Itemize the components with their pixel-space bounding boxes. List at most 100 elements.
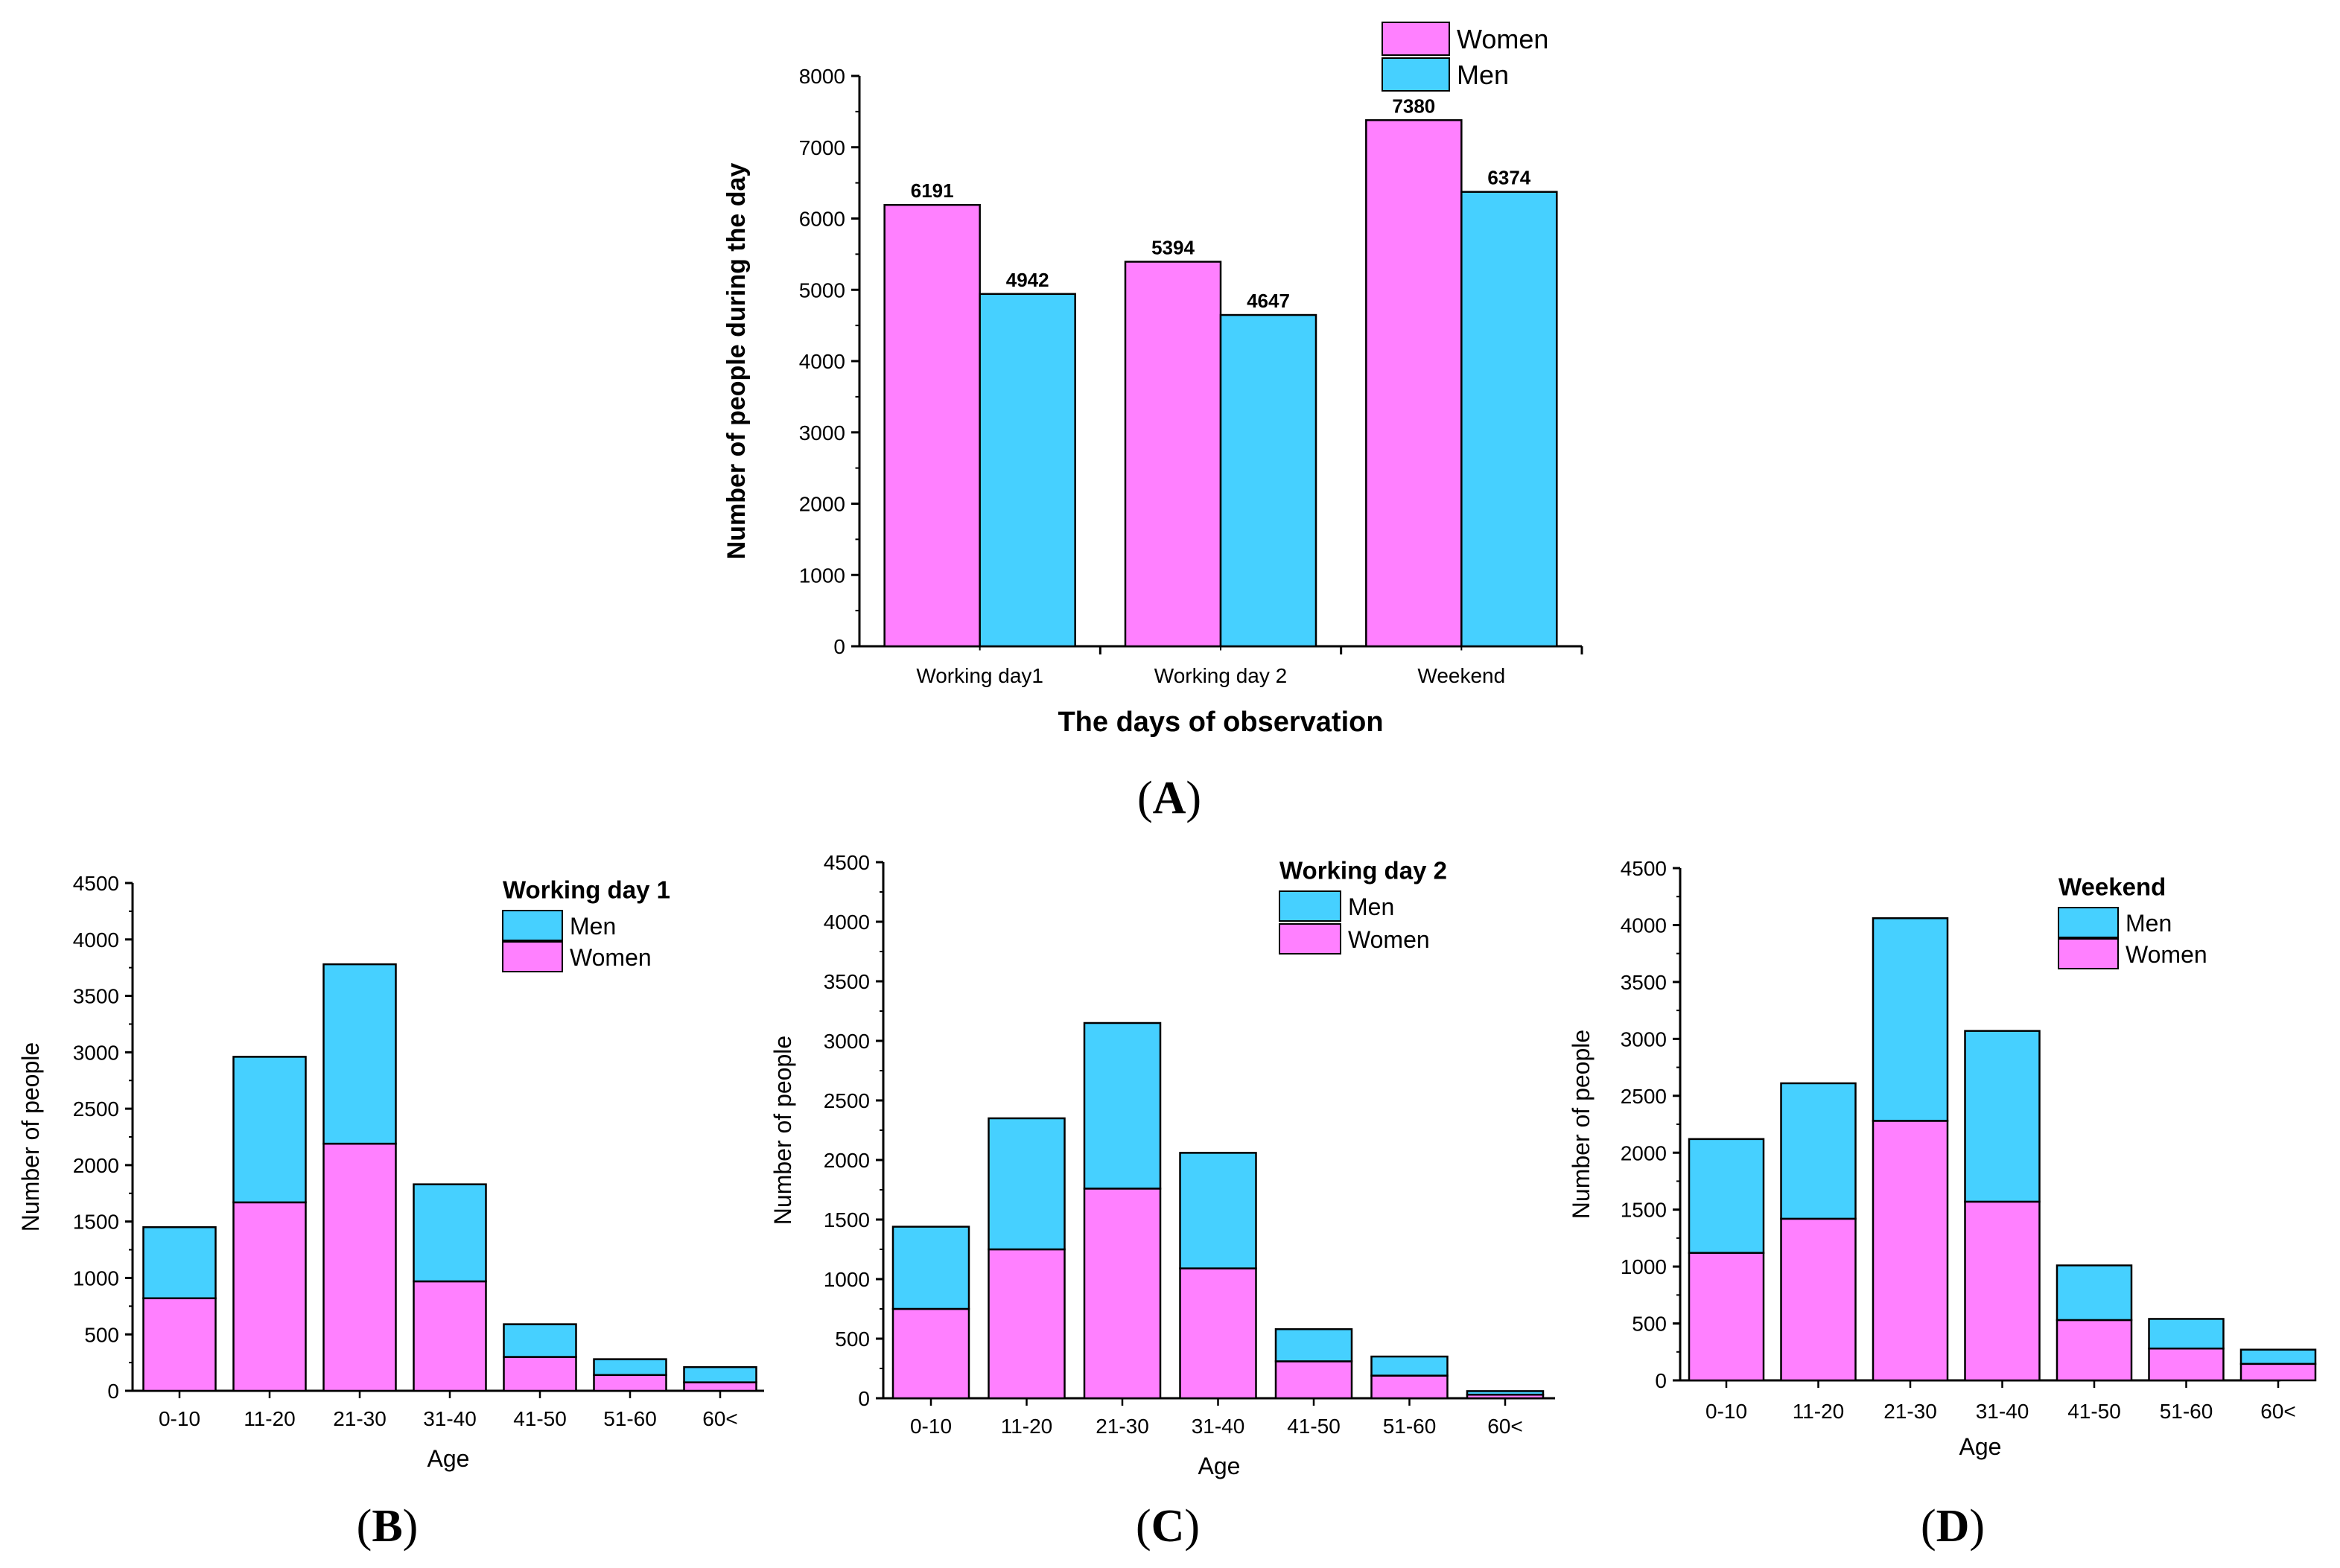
x-tick-label: 41-50 bbox=[513, 1407, 567, 1430]
legend-swatch-men bbox=[1382, 57, 1450, 92]
chart-c: 0 500 1000 1500 2000 2500 3000 3500 4000 4500 Age N… bbox=[769, 851, 1555, 1479]
bar-women-weekend bbox=[1365, 119, 1463, 648]
legend-title: Weekend bbox=[2058, 873, 2166, 900]
bar-men-0-10 bbox=[1688, 1138, 1765, 1255]
bar-women-0-10 bbox=[891, 1307, 970, 1400]
x-tick-label: 21-30 bbox=[1096, 1415, 1149, 1438]
y-tick-label: 2500 bbox=[1621, 1085, 1667, 1108]
legend-swatch-women bbox=[2058, 938, 2119, 969]
x-tick-label: 0-10 bbox=[910, 1415, 952, 1438]
bar-men-11-20 bbox=[232, 1056, 307, 1204]
x-tick-label: 31-40 bbox=[1976, 1400, 2029, 1423]
x-tick-label: 31-40 bbox=[1192, 1415, 1245, 1438]
x-tick-label: 0-10 bbox=[1705, 1400, 1747, 1423]
bar-men-21-30 bbox=[322, 963, 397, 1145]
x-tick-label: 41-50 bbox=[2067, 1400, 2121, 1423]
legend-label-men: Men bbox=[2126, 910, 2172, 937]
x-tick-label: 0-10 bbox=[159, 1407, 200, 1430]
x-tick-label: 21-30 bbox=[333, 1407, 387, 1430]
y-tick-label: 5000 bbox=[799, 278, 845, 302]
bar-women-0-10 bbox=[1688, 1252, 1765, 1382]
y-tick-label: 0 bbox=[1655, 1369, 1667, 1392]
x-tick-label: Working day 2 bbox=[1154, 664, 1287, 687]
bar-men-21-30 bbox=[1872, 917, 1949, 1122]
bar-men-51-60 bbox=[1370, 1355, 1449, 1377]
bar-women-60 bbox=[2239, 1363, 2317, 1382]
x-tick-label: 60< bbox=[1487, 1415, 1523, 1438]
legend-swatch-women bbox=[1279, 923, 1341, 954]
y-tick-label: 3000 bbox=[799, 421, 845, 444]
bar-men-60 bbox=[2239, 1348, 2317, 1365]
y-axis-label: Number of people during the day bbox=[722, 163, 751, 560]
bar-women-41-50 bbox=[503, 1356, 577, 1392]
y-tick-label: 1000 bbox=[799, 564, 845, 587]
data-label-men-working-day1: 4942 bbox=[1006, 269, 1049, 291]
y-tick-label: 1500 bbox=[73, 1211, 119, 1234]
bar-men-21-30 bbox=[1083, 1022, 1162, 1190]
y-tick-label: 4500 bbox=[824, 851, 870, 874]
y-axis-label: Number of people bbox=[1568, 1030, 1595, 1219]
y-tick-label: 500 bbox=[84, 1323, 119, 1346]
bar-men-0-10 bbox=[891, 1226, 970, 1310]
y-tick-label: 4000 bbox=[824, 911, 870, 934]
bar-women-working-day-2 bbox=[1124, 261, 1222, 648]
y-tick-label: 1500 bbox=[824, 1208, 870, 1231]
bar-men-31-40 bbox=[413, 1183, 487, 1283]
x-tick-label: 31-40 bbox=[423, 1407, 477, 1430]
bar-women-11-20 bbox=[1780, 1217, 1857, 1382]
x-tick-label: 51-60 bbox=[2160, 1400, 2213, 1423]
bar-women-31-40 bbox=[413, 1280, 487, 1392]
x-tick-label: 51-60 bbox=[603, 1407, 657, 1430]
y-tick-label: 7000 bbox=[799, 136, 845, 159]
bar-women-11-20 bbox=[232, 1201, 307, 1392]
y-tick-label: 8000 bbox=[799, 65, 845, 88]
y-tick-label: 1500 bbox=[1621, 1199, 1667, 1222]
y-tick-label: 3000 bbox=[1621, 1027, 1667, 1051]
y-tick-label: 2500 bbox=[824, 1089, 870, 1112]
y-tick-label: 3500 bbox=[1621, 971, 1667, 994]
bar-men-11-20 bbox=[1780, 1082, 1857, 1220]
x-tick-label: 21-30 bbox=[1883, 1400, 1937, 1423]
y-tick-label: 3000 bbox=[824, 1030, 870, 1053]
legend-label-women: Women bbox=[1457, 24, 1548, 54]
y-tick-label: 500 bbox=[1632, 1313, 1667, 1336]
bar-women-41-50 bbox=[2056, 1319, 2133, 1382]
data-label-women-working-day-2: 5394 bbox=[1151, 237, 1195, 259]
legend-label-women: Women bbox=[570, 944, 652, 971]
x-tick-label: 11-20 bbox=[1001, 1415, 1053, 1438]
x-tick-label: 41-50 bbox=[1287, 1415, 1341, 1438]
chart-a: 0 1000 2000 3000 4000 5000 6000 7000 8000 The day… bbox=[722, 22, 1583, 738]
bar-women-51-60 bbox=[593, 1374, 667, 1392]
x-axis-label: Age bbox=[1959, 1433, 2002, 1460]
data-label-men-working-day-2: 4647 bbox=[1247, 290, 1290, 312]
legend-swatch-men bbox=[502, 910, 563, 941]
data-label-men-weekend: 6374 bbox=[1487, 167, 1530, 189]
chart-b: 0 500 1000 1500 2000 2500 3000 3500 4000 4500 Age N… bbox=[17, 872, 764, 1472]
y-tick-label: 4000 bbox=[73, 928, 119, 952]
bar-men-41-50 bbox=[503, 1323, 577, 1358]
y-tick-label: 4500 bbox=[1621, 857, 1667, 880]
x-tick-label: Working day1 bbox=[916, 664, 1043, 687]
panel-label-b: (B) bbox=[357, 1501, 419, 1552]
x-axis-label: Age bbox=[1198, 1453, 1241, 1479]
x-axis-label: Age bbox=[427, 1445, 470, 1472]
bar-men-51-60 bbox=[2148, 1318, 2225, 1350]
bar-men-11-20 bbox=[988, 1117, 1066, 1251]
y-axis-label: Number of people bbox=[17, 1042, 44, 1231]
bar-women-11-20 bbox=[988, 1248, 1066, 1400]
panel-label-c: (C) bbox=[1136, 1501, 1200, 1552]
bar-women-0-10 bbox=[142, 1297, 217, 1392]
x-tick-label: 51-60 bbox=[1383, 1415, 1437, 1438]
bar-men-31-40 bbox=[1964, 1030, 2041, 1203]
bar-women-51-60 bbox=[2148, 1347, 2225, 1382]
y-tick-label: 4000 bbox=[1621, 914, 1667, 937]
legend-swatch-women bbox=[502, 941, 563, 972]
legend-label-men: Men bbox=[1348, 893, 1394, 920]
bar-women-51-60 bbox=[1370, 1374, 1449, 1400]
bar-men-41-50 bbox=[2056, 1264, 2133, 1322]
x-tick-label: 11-20 bbox=[244, 1407, 296, 1430]
x-tick-label: 11-20 bbox=[1793, 1400, 1845, 1423]
y-tick-label: 2000 bbox=[824, 1149, 870, 1172]
bar-men-51-60 bbox=[593, 1358, 667, 1377]
